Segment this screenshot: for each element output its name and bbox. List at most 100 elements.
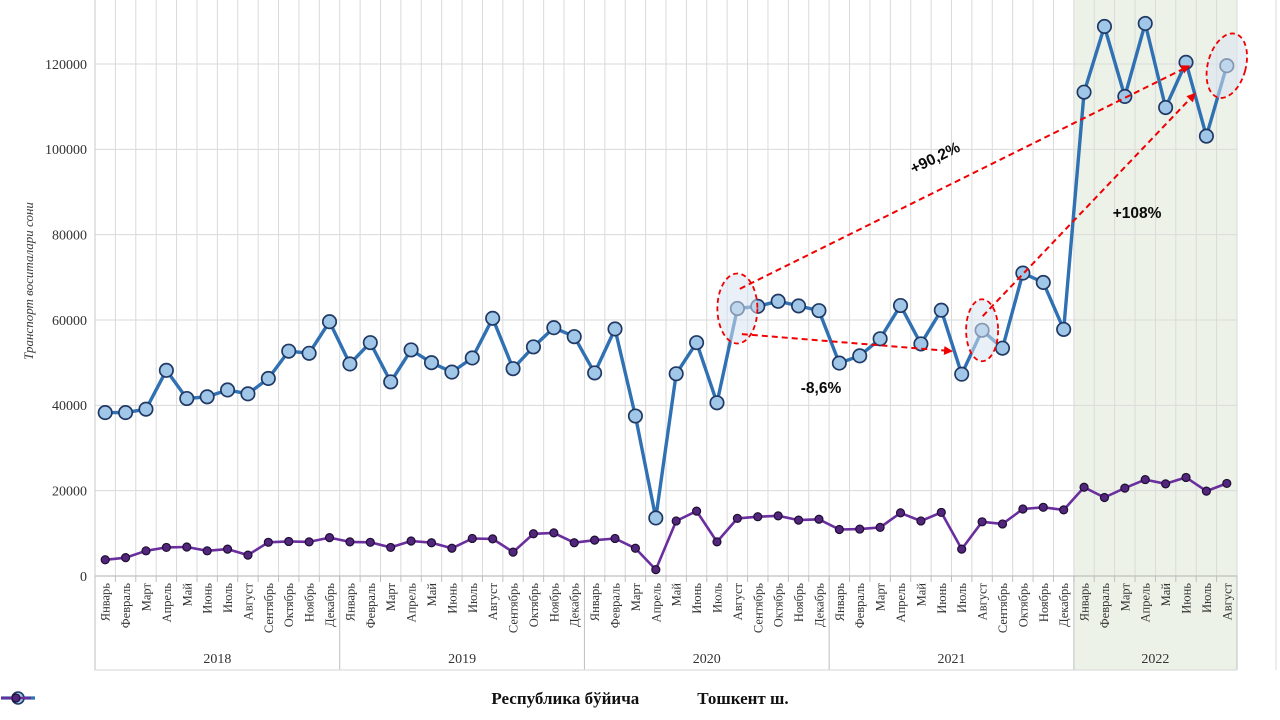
- data-point: [1018, 504, 1028, 514]
- legend-label-republic: Республика бўйича: [491, 689, 640, 708]
- highlight-ellipse-fill: [717, 273, 758, 344]
- month-label: Июнь: [201, 583, 215, 614]
- data-point: [525, 339, 541, 355]
- data-point: [610, 533, 620, 544]
- data-point: [345, 537, 355, 547]
- month-label: Август: [486, 582, 500, 620]
- data-point: [423, 355, 440, 371]
- month-label: Февраль: [364, 583, 378, 628]
- month-label: Июль: [466, 583, 480, 613]
- data-point: [1056, 321, 1072, 337]
- month-label: Сентябрь: [996, 583, 1010, 633]
- data-point: [549, 528, 559, 538]
- data-point: [590, 535, 600, 545]
- data-point: [954, 366, 970, 382]
- data-point: [179, 390, 195, 407]
- y-tick-label: 120000: [45, 58, 87, 73]
- data-point: [284, 536, 294, 547]
- data-point: [383, 374, 399, 390]
- data-point: [1076, 84, 1092, 100]
- month-label: Ноябрь: [303, 583, 317, 622]
- legend-label-tashkent: Тошкент ш.: [697, 689, 789, 708]
- data-point: [630, 543, 641, 553]
- month-label: Январь: [99, 583, 113, 622]
- data-point: [811, 303, 827, 319]
- data-point: [753, 512, 763, 522]
- chart-legend: Республика бўйича Тошкент ш.: [0, 689, 1280, 709]
- data-point: [386, 542, 396, 553]
- month-label: Январь: [343, 583, 357, 622]
- data-point: [1140, 474, 1150, 485]
- data-point: [994, 340, 1011, 356]
- month-label: Июнь: [690, 583, 704, 614]
- month-label: Май: [180, 583, 194, 607]
- data-point: [872, 331, 888, 347]
- data-point: [627, 408, 643, 424]
- month-label: Июль: [710, 583, 724, 613]
- data-point: [651, 564, 661, 575]
- month-label: Сентябрь: [262, 583, 276, 633]
- data-point: [855, 524, 865, 534]
- data-point: [406, 536, 416, 546]
- year-label: 2018: [203, 652, 231, 667]
- month-label: Апрель: [160, 583, 174, 623]
- data-point: [671, 516, 681, 526]
- month-label: Май: [670, 583, 684, 607]
- data-point: [263, 537, 273, 547]
- trend-arrow: [739, 65, 1191, 290]
- month-label: Сентябрь: [751, 583, 765, 633]
- month-label: Ноябрь: [547, 583, 561, 622]
- month-label: Февраль: [119, 583, 133, 628]
- month-label: Январь: [833, 583, 847, 622]
- data-point: [403, 342, 419, 358]
- month-label: Февраль: [853, 583, 867, 628]
- data-point: [202, 546, 212, 556]
- month-label: Апрель: [405, 583, 419, 623]
- data-point: [141, 546, 151, 556]
- data-point: [936, 507, 946, 518]
- month-label: Март: [139, 582, 153, 611]
- data-point: [1099, 492, 1110, 503]
- month-label: Июнь: [1180, 583, 1194, 614]
- data-point: [1059, 505, 1069, 515]
- month-label: Октябрь: [772, 583, 786, 628]
- data-point: [546, 320, 562, 336]
- data-point: [997, 519, 1008, 529]
- data-point: [444, 364, 460, 380]
- data-point: [1198, 128, 1214, 144]
- month-label: Февраль: [1098, 583, 1112, 628]
- data-point: [1201, 486, 1212, 496]
- data-point: [488, 534, 498, 544]
- month-label: Декабрь: [568, 583, 582, 627]
- data-point: [505, 361, 521, 377]
- month-label: Август: [241, 582, 255, 620]
- data-point: [977, 517, 987, 527]
- month-label: Март: [874, 582, 888, 611]
- month-label: Декабрь: [1057, 583, 1071, 627]
- data-point: [1158, 99, 1174, 116]
- data-point: [1096, 18, 1112, 35]
- data-point: [426, 538, 437, 548]
- month-label: Сентябрь: [507, 583, 521, 633]
- year-label: 2019: [448, 652, 476, 667]
- trend-arrow: [741, 333, 953, 356]
- year-label: 2022: [1141, 652, 1169, 667]
- data-point: [587, 365, 603, 381]
- data-point: [321, 314, 338, 330]
- month-label: Апрель: [1139, 583, 1153, 623]
- y-tick-label: 60000: [52, 314, 87, 329]
- data-point: [791, 298, 807, 314]
- data-point: [342, 356, 358, 372]
- data-point: [607, 321, 623, 337]
- data-point: [100, 555, 110, 565]
- data-point: [120, 553, 131, 563]
- data-point: [304, 537, 314, 547]
- month-label: Апрель: [649, 583, 663, 623]
- data-point: [566, 329, 582, 345]
- data-point: [1161, 479, 1171, 489]
- trend-arrow: [981, 92, 1196, 317]
- data-point: [709, 395, 725, 411]
- month-label: Апрель: [894, 583, 908, 623]
- month-label: Июль: [1200, 583, 1214, 613]
